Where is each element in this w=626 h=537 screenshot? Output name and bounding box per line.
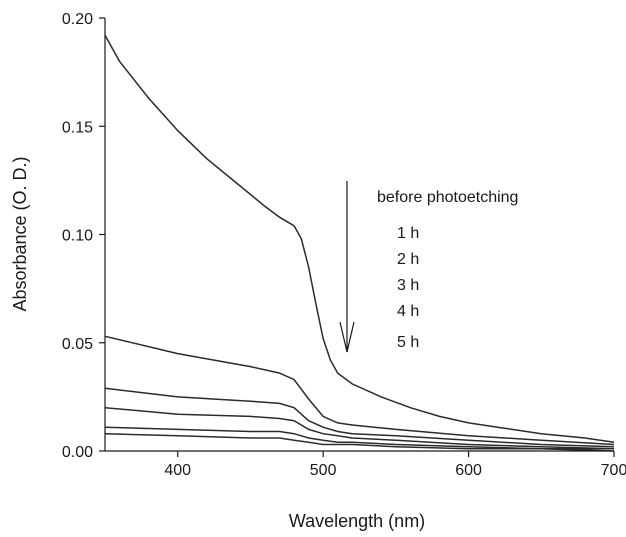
series-line-1	[104, 335, 615, 446]
x-axis-title: Wavelength (nm)	[289, 511, 425, 531]
legend-item-4: 4 h	[397, 303, 419, 320]
legend-item-2: 2 h	[397, 251, 419, 268]
legend-item-3: 3 h	[397, 277, 419, 294]
down-arrow-head	[339, 321, 355, 353]
y-tick-label-3: 0.15	[62, 119, 93, 136]
x-tick-label-2: 600	[455, 462, 482, 479]
series-line-0	[104, 34, 615, 444]
y-axis-title: Absorbance (O. D.)	[10, 156, 30, 311]
x-tick-label-3: 700	[601, 462, 626, 479]
x-tick-label-0: 400	[164, 462, 191, 479]
y-tick-label-2: 0.10	[62, 228, 93, 245]
y-tick-label-1: 0.05	[62, 336, 93, 353]
series-line-3	[104, 406, 615, 450]
legend: before photoetching 1 h 2 h 3 h 4 h 5 h	[377, 189, 518, 351]
legend-item-0: before photoetching	[377, 189, 518, 206]
y-tick-label-4: 0.20	[62, 11, 93, 28]
axes-layer: 400 500 600 700 0.00 0.05 0.10 0.15 0.20	[62, 11, 626, 479]
series-line-4	[104, 426, 614, 450]
legend-item-1: 1 h	[397, 225, 419, 242]
series-line-2	[104, 387, 615, 448]
legend-item-5: 5 h	[397, 334, 419, 351]
annotation-layer	[339, 181, 355, 353]
series-layer	[104, 34, 615, 452]
x-tick-label-1: 500	[310, 462, 337, 479]
series-line-5	[104, 432, 615, 452]
y-tick-label-0: 0.00	[62, 444, 93, 461]
